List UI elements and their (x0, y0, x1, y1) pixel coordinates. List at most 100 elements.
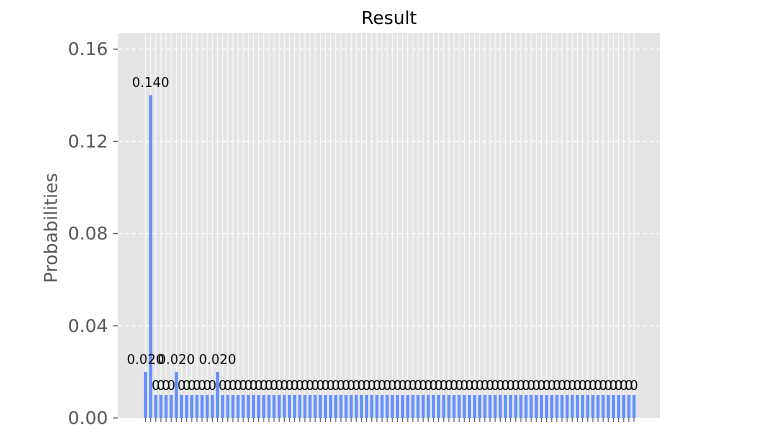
bar (529, 394, 533, 418)
bar-value-label: 0 (496, 379, 504, 394)
bar (503, 394, 507, 418)
bar (426, 394, 430, 418)
bar (622, 394, 626, 418)
bar (344, 394, 348, 418)
bar-value-label: 0 (316, 379, 324, 394)
bar (318, 394, 322, 418)
bar-value-label: 0 (152, 379, 160, 394)
bar (401, 394, 405, 418)
bar (215, 371, 220, 418)
bar (406, 394, 410, 418)
bar-value-label: 0 (630, 379, 638, 394)
bar-value-label: 0 (527, 379, 535, 394)
bar-value-label: 0 (548, 379, 556, 394)
bar-value-label: 0.020 (199, 353, 236, 368)
bar-value-label: 0 (398, 379, 406, 394)
bar-value-label: 0 (542, 379, 550, 394)
y-tick-label: 0.00 (68, 408, 108, 429)
bar-value-label: 0 (383, 379, 391, 394)
bar (262, 394, 266, 418)
bar (200, 394, 204, 418)
bar-value-label: 0 (198, 379, 206, 394)
bar-value-label: 0 (476, 379, 484, 394)
bar (231, 394, 235, 418)
bar-value-label: 0 (244, 379, 252, 394)
bar (339, 394, 343, 418)
bar-value-label: 0 (568, 379, 576, 394)
bar (431, 394, 436, 418)
bar-value-label: 0 (434, 379, 442, 394)
bar-value-label: 0 (352, 379, 360, 394)
bar-value-label: 0 (419, 379, 427, 394)
bar (149, 95, 153, 418)
bar (488, 394, 492, 418)
y-tick-label: 0.04 (68, 316, 108, 337)
bar (323, 394, 328, 418)
bar-value-label: 0 (578, 379, 586, 394)
bar-value-label: 0 (450, 379, 458, 394)
bar-value-label: 0 (414, 379, 422, 394)
bar (442, 394, 446, 418)
plot-background (118, 33, 660, 418)
bar (586, 394, 590, 418)
bar-value-label: 0 (296, 379, 304, 394)
bar (154, 394, 158, 418)
bar (179, 394, 184, 418)
bar-value-label: 0 (573, 379, 581, 394)
bar-value-label: 0 (445, 379, 453, 394)
bar (509, 394, 513, 418)
bar-value-label: 0 (424, 379, 432, 394)
bar-value-label: 0 (275, 379, 283, 394)
bar (185, 394, 189, 418)
bar-value-label: 0 (429, 379, 437, 394)
bar (611, 394, 615, 418)
bar (498, 394, 502, 418)
bar-value-label: 0 (368, 379, 376, 394)
bar (421, 394, 425, 418)
bar-value-label: 0 (625, 379, 633, 394)
bar (272, 394, 276, 418)
bar-value-label: 0 (249, 379, 257, 394)
bar (267, 394, 271, 418)
bar (308, 394, 312, 418)
bar-value-label: 0 (491, 379, 499, 394)
bar-value-label: 0 (481, 379, 489, 394)
bar-value-label: 0 (347, 379, 355, 394)
bar (570, 394, 574, 418)
bar (452, 394, 456, 418)
bar-value-label: 0 (522, 379, 530, 394)
bar (169, 394, 173, 418)
bar-value-label: 0 (470, 379, 478, 394)
bar-value-label: 0 (162, 379, 170, 394)
bar (411, 394, 415, 418)
grid-lines (118, 33, 660, 418)
bar-value-label: 0 (182, 379, 190, 394)
bar-value-label: 0 (599, 379, 607, 394)
bar (596, 394, 600, 418)
bar (226, 394, 230, 418)
bar (575, 394, 579, 418)
bar-value-label: 0 (373, 379, 381, 394)
bar (329, 394, 333, 418)
bar-value-label: 0 (388, 379, 396, 394)
bar-value-label: 0 (584, 379, 592, 394)
bar-value-label: 0 (486, 379, 494, 394)
bar (370, 394, 374, 418)
bar-value-label: 0 (326, 379, 334, 394)
bar (375, 394, 379, 418)
bar-value-label: 0 (239, 379, 247, 394)
bar (246, 394, 250, 418)
bar (617, 394, 621, 418)
bar (457, 394, 461, 418)
bar-value-label: 0 (208, 379, 216, 394)
bar-value-label: 0 (357, 379, 365, 394)
bar (241, 394, 245, 418)
bar (560, 394, 564, 418)
bar (601, 394, 605, 418)
bar-value-label: 0 (157, 379, 165, 394)
y-tick-label: 0.12 (68, 131, 108, 152)
bar-value-label: 0 (203, 379, 211, 394)
bar (555, 394, 559, 418)
bar-value-label: 0 (167, 379, 175, 394)
